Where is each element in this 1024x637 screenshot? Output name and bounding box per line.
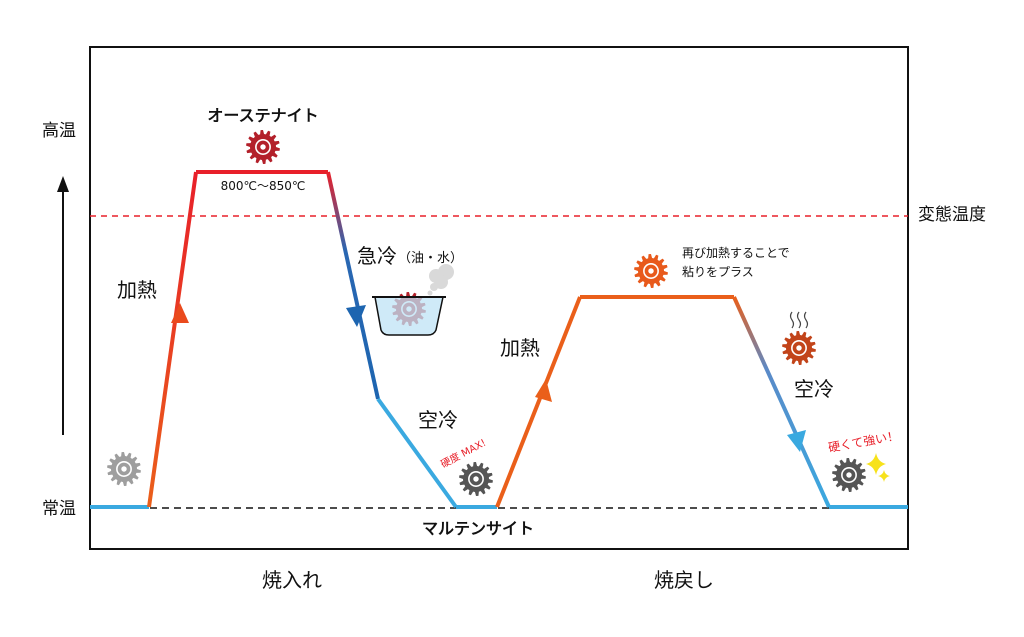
air-cool-label-2: 空冷 bbox=[794, 377, 834, 401]
high-temp-label: 高温 bbox=[42, 121, 76, 141]
heating-label-2: 加熱 bbox=[500, 336, 540, 360]
gear-ring bbox=[468, 471, 484, 487]
reheat-gear-icon bbox=[634, 254, 668, 288]
quench-basin-icon bbox=[374, 296, 444, 336]
air-cool-arrow-icon bbox=[787, 430, 806, 452]
gear-ring bbox=[841, 467, 857, 483]
sparkle-small-icon bbox=[878, 470, 890, 482]
gear-hub bbox=[473, 476, 479, 482]
diagram-frame bbox=[89, 46, 909, 550]
gear-hub bbox=[846, 472, 852, 478]
martensite-gear-icon bbox=[459, 462, 493, 496]
steam-icon bbox=[427, 264, 454, 296]
gear-hub bbox=[260, 144, 266, 150]
martensite-label: マルテンサイト bbox=[422, 519, 534, 538]
gear-hub bbox=[648, 268, 654, 274]
air-cool-ramp-2 bbox=[732, 296, 831, 508]
temper-phase-label: 焼戻し bbox=[654, 568, 714, 592]
quench-phase-label: 焼入れ bbox=[262, 568, 322, 592]
sparkle-large-icon bbox=[866, 453, 886, 475]
gear-ring bbox=[116, 461, 132, 477]
reheat-note-line2: 粘りをプラス bbox=[682, 264, 754, 279]
austenite-label: オーステナイト bbox=[207, 106, 318, 125]
gear-ring bbox=[643, 263, 659, 279]
gear-ring bbox=[255, 139, 271, 155]
rapid-cool-arrow-icon bbox=[346, 305, 366, 327]
air-cool-label-1: 空冷 bbox=[418, 408, 458, 432]
temperature-axis-arrowhead-icon bbox=[57, 176, 69, 192]
final-gear-icon bbox=[832, 458, 866, 492]
transformation-temp-label: 変態温度 bbox=[918, 205, 986, 225]
heating-ramp-1 bbox=[147, 171, 198, 508]
reheat-note-line1: 再び加熱することで bbox=[682, 246, 790, 260]
temp-range-label: 800℃〜850℃ bbox=[221, 179, 306, 193]
rapid-cool-ramp bbox=[326, 171, 380, 400]
air-cool-gear-icon bbox=[782, 331, 816, 365]
heating-label-1: 加熱 bbox=[117, 278, 157, 302]
gear-hub bbox=[121, 466, 127, 472]
gear-ring bbox=[791, 340, 807, 356]
room-temp-gear-icon bbox=[107, 452, 141, 486]
rapid-cool-label: 急冷 bbox=[357, 244, 397, 268]
rapid-cool-media-label: （油・水） bbox=[398, 251, 463, 266]
hard-strong-label: 硬くて強い！ bbox=[827, 429, 900, 455]
gear-hub bbox=[796, 345, 802, 351]
room-temp-label: 常温 bbox=[42, 499, 76, 519]
heating-ramp-2 bbox=[495, 296, 582, 508]
heating-arrow-2-icon bbox=[535, 379, 552, 402]
air-cool-ramp-1 bbox=[376, 397, 458, 509]
heating-arrow-1-icon bbox=[171, 303, 189, 323]
heat-waves-icon bbox=[789, 311, 809, 329]
austenite-gear-icon bbox=[246, 130, 280, 164]
